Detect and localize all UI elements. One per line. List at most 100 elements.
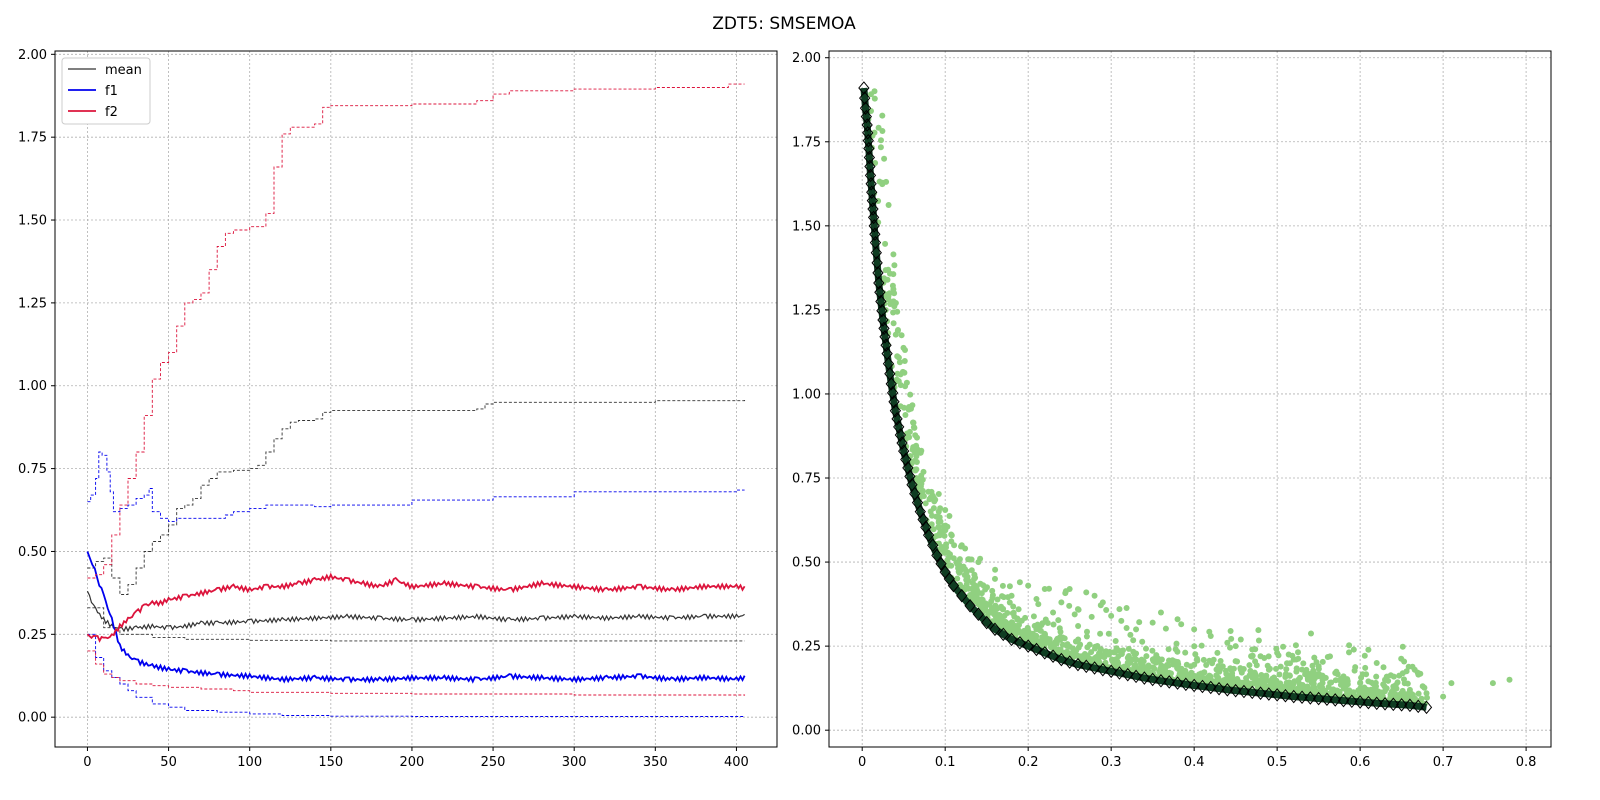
scatter-point bbox=[1123, 625, 1130, 631]
scatter-point bbox=[1145, 662, 1152, 669]
scatter-point bbox=[900, 344, 907, 351]
scatter-point bbox=[1096, 654, 1103, 661]
front-diamond-marker bbox=[1072, 657, 1084, 672]
scatter-point bbox=[922, 500, 929, 507]
front-diamond-marker bbox=[1404, 698, 1416, 713]
scatter-point bbox=[1424, 694, 1430, 701]
scatter-point bbox=[1295, 655, 1302, 662]
scatter-point bbox=[1265, 666, 1272, 673]
scatter-point bbox=[897, 403, 904, 410]
front-diamond-marker bbox=[862, 133, 874, 148]
left-ytick-label: 0.00 bbox=[18, 711, 47, 726]
scatter-point bbox=[1423, 690, 1430, 697]
scatter-point bbox=[1015, 606, 1022, 613]
left-axes-frame bbox=[54, 50, 778, 748]
scatter-point bbox=[1299, 666, 1306, 673]
scatter-point bbox=[1215, 674, 1222, 681]
left-xtick-label: 350 bbox=[643, 755, 668, 770]
scatter-point bbox=[1304, 675, 1311, 682]
front-diamond-marker bbox=[877, 313, 889, 327]
scatter-point bbox=[917, 449, 924, 456]
scatter-point bbox=[1332, 670, 1339, 677]
scatter-point bbox=[1042, 631, 1048, 638]
scatter-point bbox=[1162, 625, 1169, 632]
scatter-point bbox=[1489, 680, 1496, 687]
scatter-point bbox=[1249, 680, 1256, 687]
series-line-mean-upper bbox=[87, 400, 746, 595]
scatter-point bbox=[1373, 673, 1380, 680]
scatter-point bbox=[1174, 648, 1181, 655]
scatter-point bbox=[1092, 643, 1099, 650]
scatter-point bbox=[871, 88, 878, 95]
scatter-point bbox=[944, 557, 951, 564]
front-diamond-marker bbox=[1088, 661, 1101, 675]
left-xtick-label: 100 bbox=[237, 755, 262, 770]
scatter-point bbox=[1238, 669, 1245, 676]
scatter-point bbox=[1025, 629, 1032, 635]
front-diamond-marker bbox=[870, 245, 882, 260]
scatter-point bbox=[1182, 649, 1189, 656]
front-diamond-marker bbox=[1371, 696, 1383, 711]
scatter-point bbox=[1132, 661, 1139, 668]
left-plot-panel: 0 50 100 150 200 250 300 350 400 0.00 0.25 0.50 0.75… bbox=[18, 48, 778, 770]
scatter-point bbox=[1309, 662, 1316, 669]
scatter-point bbox=[1085, 654, 1092, 661]
scatter-point bbox=[1149, 619, 1156, 626]
front-diamond-marker bbox=[1064, 655, 1076, 669]
scatter-point bbox=[896, 359, 903, 366]
right-xtick-label: 0.7 bbox=[1433, 755, 1454, 770]
scatter-point bbox=[946, 513, 953, 519]
legend-box bbox=[61, 57, 151, 125]
scatter-point bbox=[917, 476, 924, 483]
right-plot-area bbox=[858, 81, 1513, 715]
front-diamond-marker bbox=[866, 185, 878, 199]
scatter-point bbox=[965, 585, 972, 592]
front-diamond-marker bbox=[869, 235, 882, 250]
scatter-point bbox=[913, 459, 920, 465]
scatter-point bbox=[1336, 689, 1343, 696]
scatter-point bbox=[1070, 645, 1076, 652]
front-diamond-marker bbox=[1205, 680, 1217, 695]
scatter-point bbox=[1172, 658, 1179, 665]
scatter-point bbox=[1006, 583, 1013, 590]
front-diamond-marker bbox=[1379, 697, 1391, 711]
scatter-point bbox=[1198, 642, 1205, 649]
right-plot-panel: 0 0.1 0.2 0.3 0.4 0.5 0.6 0.7 0.8 0.00 0.25 0.50 0.7… bbox=[792, 50, 1552, 770]
front-diamond-marker bbox=[1229, 683, 1242, 698]
scatter-point bbox=[978, 596, 985, 603]
scatter-point bbox=[1191, 643, 1198, 650]
front-diamond-marker bbox=[917, 512, 929, 527]
legend-label-mean: mean bbox=[105, 63, 142, 78]
scatter-point bbox=[1270, 685, 1277, 692]
scatter-point bbox=[1399, 670, 1406, 677]
scatter-point bbox=[1079, 656, 1086, 663]
front-diamond-marker bbox=[1022, 639, 1034, 653]
scatter-point bbox=[1088, 613, 1095, 620]
scatter-point bbox=[1057, 634, 1064, 640]
right-ytick-label: 0.75 bbox=[792, 472, 821, 487]
right-xtick-label: 0.5 bbox=[1267, 755, 1288, 770]
scatter-point bbox=[1191, 626, 1198, 633]
scatter-point bbox=[961, 572, 968, 578]
scatter-point bbox=[1341, 679, 1348, 686]
front-diamond-marker bbox=[1105, 664, 1117, 679]
scatter-point bbox=[1118, 617, 1125, 624]
scatter-point bbox=[912, 432, 919, 439]
scatter-point bbox=[1058, 599, 1065, 606]
scatter-point bbox=[929, 493, 936, 500]
scatter-point bbox=[1103, 607, 1110, 613]
scatter-point bbox=[1006, 599, 1013, 606]
scatter-point bbox=[946, 562, 953, 569]
front-diamond-marker bbox=[1213, 681, 1225, 696]
scatter-point bbox=[1088, 649, 1095, 656]
front-diamond-marker bbox=[1329, 693, 1341, 707]
scatter-point bbox=[1406, 686, 1413, 693]
front-diamond-marker bbox=[859, 101, 872, 115]
scatter-point bbox=[968, 556, 975, 563]
left-xtick-label: 300 bbox=[562, 755, 587, 770]
scatter-point bbox=[1383, 685, 1390, 692]
scatter-point bbox=[1237, 636, 1244, 643]
scatter-point bbox=[1506, 676, 1513, 683]
front-diamond-marker bbox=[1005, 632, 1018, 647]
scatter-point bbox=[1297, 674, 1303, 681]
